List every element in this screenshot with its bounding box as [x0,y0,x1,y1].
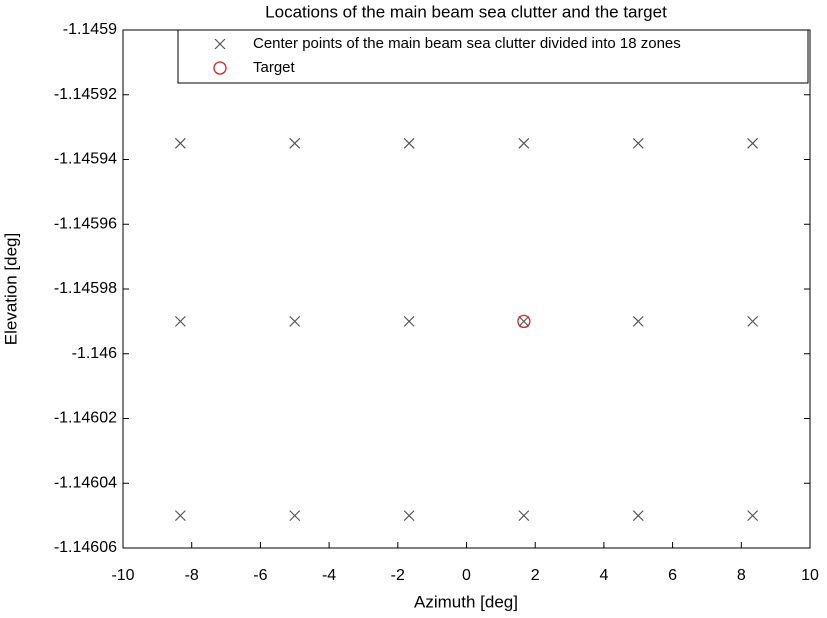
marker-x [403,137,415,149]
marker-x [747,137,759,149]
legend-box [177,29,809,84]
plot-frame [122,29,811,549]
y-tick-label: -1.14606 [54,539,117,556]
x-tick-label: -2 [391,567,405,584]
marker-x [632,315,644,327]
x-tick-label: 2 [531,567,540,584]
y-tick-label: -1.14594 [54,151,117,168]
marker-x [174,510,186,522]
marker-x [747,315,759,327]
y-tick-label: -1.1459 [63,21,117,38]
x-tick-label: 4 [599,567,608,584]
x-tick-label: 0 [462,567,471,584]
marker-circle [213,61,227,75]
chart-title: Locations of the main beam sea clutter a… [265,2,667,21]
marker-x [174,137,186,149]
marker-x [747,510,759,522]
marker-x [289,315,301,327]
y-axis-label: Elevation [deg] [1,233,20,345]
y-tick-label: -1.14592 [54,86,117,103]
y-tick-label: -1.14604 [54,474,117,491]
marker-x [289,510,301,522]
marker-x [518,315,530,327]
x-axis-label: Azimuth [deg] [414,592,518,611]
y-tick-label: -1.146 [72,345,117,362]
x-tick-label: -6 [253,567,267,584]
marker-x [518,137,530,149]
legend-text: Center points of the main beam sea clutt… [253,35,681,52]
marker-x [214,38,226,50]
x-tick-label: 8 [737,567,746,584]
marker-circle [517,314,531,329]
marker-x [403,315,415,327]
marker-x [289,137,301,149]
x-tick-label: -8 [185,567,199,584]
legend-text: Target [253,59,296,76]
x-tick-label: 6 [668,567,677,584]
marker-x [174,315,186,327]
x-tick-label: 10 [801,567,819,584]
marker-x [632,137,644,149]
y-tick-label: -1.14596 [54,215,117,232]
marker-x [403,510,415,522]
y-tick-label: -1.14598 [54,280,117,297]
marker-x [632,510,644,522]
x-tick-label: -10 [111,567,134,584]
marker-x [518,510,530,522]
y-tick-label: -1.14602 [54,410,117,427]
x-tick-label: -4 [322,567,336,584]
